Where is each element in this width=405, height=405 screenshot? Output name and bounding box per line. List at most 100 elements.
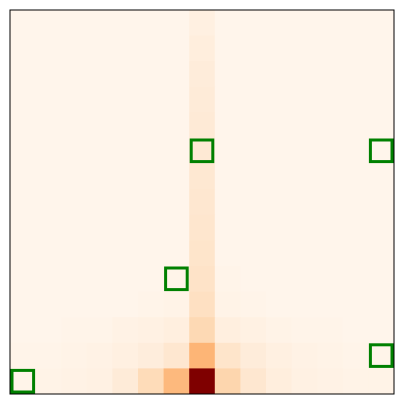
heatmap-cell [61,240,88,267]
heatmap-cell [266,342,293,369]
heatmap-cell [163,368,190,395]
heatmap-cell [138,368,165,395]
heatmap-cell [214,291,241,318]
heatmap-cell [317,342,344,369]
heatmap-cell [10,240,37,267]
heatmap-cell [112,266,139,293]
highlight-boxes [10,138,394,394]
heatmap-cell [368,86,395,113]
heatmap-cell [291,138,318,165]
heatmap-cell [317,86,344,113]
heatmap-cell [291,291,318,318]
heatmap-cell [138,112,165,139]
heatmap-cell [342,266,369,293]
heatmap-cell [317,189,344,216]
heatmap-cell [214,163,241,190]
heatmap-cell [291,266,318,293]
heatmap-cell [138,35,165,62]
heatmap-cell [138,86,165,113]
heatmap-cell [266,266,293,293]
heatmap-cell [138,240,165,267]
heatmap-cell [10,112,37,139]
plot-frame [9,9,395,395]
heatmap-cell [163,138,190,165]
heatmap-cell [86,368,113,395]
heatmap-cell [342,240,369,267]
heatmap-cell [138,163,165,190]
heatmap-cell [189,342,216,369]
heatmap-cell [138,138,165,165]
heatmap-cell [61,163,88,190]
heatmap-cell [112,291,139,318]
heatmap-cell [163,86,190,113]
heatmap-cell [214,189,241,216]
heatmap-cell [189,368,216,395]
heatmap-cell [86,138,113,165]
heatmap-cell [61,291,88,318]
heatmap-cell [342,368,369,395]
heatmap-cell [112,112,139,139]
heatmap-cell [163,10,190,37]
heatmap-cell [368,163,395,190]
heatmap-cell [163,189,190,216]
heatmap-cell [35,214,62,241]
heatmap-cell [61,368,88,395]
heatmap-cell [112,317,139,344]
heatmap-cell [291,61,318,88]
heatmap-cell [35,138,62,165]
heatmap-cell [214,240,241,267]
heatmap-cell [342,138,369,165]
heatmap-cell [266,368,293,395]
heatmap-cell [214,86,241,113]
highlight-box [189,138,215,164]
heatmap-cell [10,61,37,88]
heatmap-cell [240,291,267,318]
heatmap-cell [35,317,62,344]
heatmap-cell [342,10,369,37]
heatmap-cell [214,61,241,88]
heatmap-cell [189,291,216,318]
heatmap-cell [35,266,62,293]
heatmap-cell [189,266,216,293]
heatmap-cell [291,317,318,344]
highlight-box [368,343,394,368]
heatmap-cell [189,214,216,241]
heatmap-cell [368,368,395,395]
heatmap-cell [342,35,369,62]
heatmap-cell [10,35,37,62]
heatmap-cell [61,10,88,37]
heatmap-cell [112,342,139,369]
heatmap-cell [214,266,241,293]
heatmap-cell [10,163,37,190]
heatmap-cell [86,35,113,62]
heatmap-cell [368,240,395,267]
heatmap-cell [86,86,113,113]
heatmap-cell [86,214,113,241]
heatmap-cell [61,61,88,88]
heatmap-cell [35,368,62,395]
heatmap-cell [342,163,369,190]
heatmap-cell [214,138,241,165]
heatmap-cell [240,10,267,37]
heatmap-cell [291,163,318,190]
heatmap-cell [163,35,190,62]
heatmap-cell [368,189,395,216]
heatmap-cell [342,112,369,139]
heatmap-cell [214,317,241,344]
heatmap-cell [138,266,165,293]
heatmap-cell [368,214,395,241]
heatmap-cell [112,61,139,88]
heatmap-cell [266,86,293,113]
heatmap-cell [266,240,293,267]
heatmap-cell [317,317,344,344]
heatmap-cell [266,138,293,165]
heatmap-cell [35,35,62,62]
heatmap-cell [61,342,88,369]
heatmap-cell [138,61,165,88]
heatmap-cell [214,10,241,37]
heatmap-cell [342,86,369,113]
heatmap-cell [163,266,190,293]
heatmap-cell [163,291,190,318]
heatmap-cell [342,214,369,241]
